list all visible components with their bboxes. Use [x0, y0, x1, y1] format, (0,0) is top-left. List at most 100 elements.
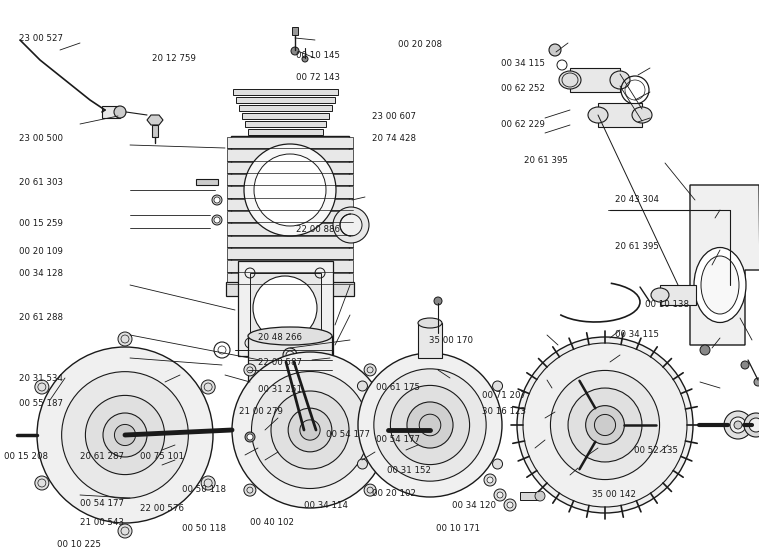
Ellipse shape	[248, 327, 332, 345]
Text: 00 31 251: 00 31 251	[258, 385, 302, 394]
Circle shape	[245, 432, 255, 442]
Circle shape	[434, 297, 442, 305]
Bar	[196, 179, 218, 185]
Text: 23 00 527: 23 00 527	[19, 34, 63, 43]
Circle shape	[493, 459, 502, 469]
Circle shape	[493, 381, 502, 391]
Circle shape	[358, 353, 502, 497]
Text: 20 61 303: 20 61 303	[19, 178, 63, 187]
Ellipse shape	[559, 71, 581, 89]
Circle shape	[118, 332, 132, 346]
Ellipse shape	[610, 71, 630, 89]
Text: 00 34 120: 00 34 120	[452, 502, 496, 510]
Text: 00 61 175: 00 61 175	[376, 383, 420, 392]
Text: 20 12 759: 20 12 759	[152, 54, 196, 62]
Circle shape	[214, 217, 220, 223]
Circle shape	[115, 425, 136, 446]
Circle shape	[294, 424, 326, 456]
Circle shape	[214, 197, 220, 203]
Circle shape	[232, 352, 388, 508]
Text: 00 34 128: 00 34 128	[19, 269, 63, 278]
Bar	[238, 105, 332, 111]
Bar	[235, 97, 335, 103]
Circle shape	[535, 491, 545, 501]
Text: 35 00 142: 35 00 142	[592, 491, 636, 499]
Bar	[152, 125, 158, 137]
Circle shape	[494, 489, 506, 501]
Bar	[227, 137, 353, 148]
Text: 00 71 207: 00 71 207	[482, 391, 526, 400]
Circle shape	[291, 47, 299, 55]
Circle shape	[35, 476, 49, 490]
Bar	[250, 137, 320, 143]
Ellipse shape	[632, 107, 652, 123]
Ellipse shape	[418, 318, 442, 328]
Circle shape	[700, 345, 710, 355]
Bar	[227, 260, 353, 272]
Circle shape	[300, 420, 320, 440]
Circle shape	[357, 381, 367, 391]
Circle shape	[724, 411, 752, 439]
Circle shape	[86, 395, 165, 474]
Circle shape	[114, 106, 126, 118]
Circle shape	[333, 207, 369, 243]
Text: 00 72 143: 00 72 143	[296, 73, 340, 82]
Text: 22 00 587: 22 00 587	[258, 358, 302, 367]
Circle shape	[550, 371, 660, 479]
Circle shape	[744, 413, 759, 437]
Text: 00 20 109: 00 20 109	[19, 247, 63, 256]
Circle shape	[61, 372, 188, 498]
Bar	[227, 273, 353, 284]
Bar	[227, 248, 353, 259]
Bar	[102, 106, 120, 118]
Circle shape	[37, 347, 213, 523]
Circle shape	[487, 477, 493, 483]
Circle shape	[300, 430, 320, 450]
Circle shape	[212, 195, 222, 205]
Bar	[227, 223, 353, 234]
Circle shape	[407, 402, 453, 448]
Text: 23 00 500: 23 00 500	[19, 134, 63, 143]
Text: 00 20 208: 00 20 208	[398, 40, 442, 49]
Circle shape	[586, 406, 625, 445]
Text: 00 55 187: 00 55 187	[19, 399, 63, 408]
Circle shape	[754, 378, 759, 386]
Bar	[227, 211, 353, 222]
Circle shape	[734, 421, 742, 429]
Text: 00 62 229: 00 62 229	[501, 120, 545, 129]
Text: 00 31 152: 00 31 152	[387, 466, 431, 474]
Text: 00 10 138: 00 10 138	[645, 300, 689, 309]
Circle shape	[517, 337, 693, 513]
Circle shape	[201, 476, 215, 490]
Text: 20 61 288: 20 61 288	[19, 314, 63, 322]
Bar	[232, 89, 338, 95]
Circle shape	[35, 380, 49, 394]
Circle shape	[484, 474, 496, 486]
Circle shape	[568, 388, 642, 462]
Circle shape	[340, 214, 362, 236]
Circle shape	[364, 484, 376, 496]
Text: 20 61 395: 20 61 395	[615, 242, 659, 251]
Circle shape	[212, 215, 222, 225]
Circle shape	[251, 372, 369, 488]
Polygon shape	[690, 185, 759, 345]
Text: 21 00 543: 21 00 543	[80, 518, 124, 527]
Text: 00 34 115: 00 34 115	[501, 59, 545, 68]
Text: 00 54 177: 00 54 177	[326, 430, 370, 439]
Text: 00 50 118: 00 50 118	[182, 524, 226, 533]
Circle shape	[253, 276, 317, 340]
Bar	[244, 121, 326, 127]
Text: 20 31 534: 20 31 534	[19, 374, 63, 383]
Ellipse shape	[701, 256, 739, 314]
Ellipse shape	[651, 288, 669, 302]
Circle shape	[283, 348, 297, 362]
Text: 00 10 225: 00 10 225	[57, 540, 101, 549]
Circle shape	[497, 492, 503, 498]
Bar	[226, 282, 354, 296]
Circle shape	[254, 154, 326, 226]
Polygon shape	[147, 115, 163, 125]
Circle shape	[507, 502, 513, 508]
Bar	[248, 336, 332, 388]
Text: 00 54 177: 00 54 177	[80, 499, 124, 508]
Text: 22 00 886: 22 00 886	[296, 225, 340, 234]
